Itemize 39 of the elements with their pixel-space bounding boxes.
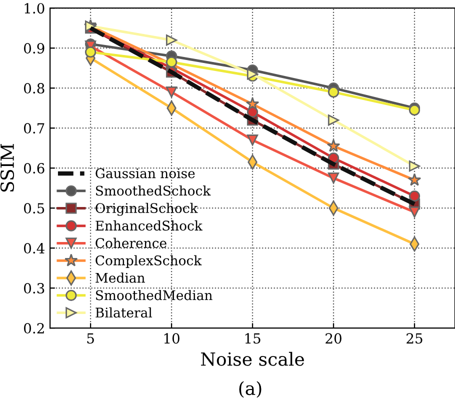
legend-label: ComplexSchock — [96, 255, 202, 268]
text: (a) — [239, 381, 262, 398]
point — [166, 34, 178, 46]
y-tick-label: 0.6 — [24, 163, 44, 174]
legend-label: EnhancedShock — [96, 220, 203, 231]
x-tick-label: 15 — [245, 333, 260, 344]
point — [84, 46, 96, 58]
point — [408, 190, 420, 202]
y-tick-label: 0.2 — [24, 323, 44, 334]
y-tick-label: 0.7 — [24, 123, 44, 134]
x-tick-label: 5 — [87, 333, 94, 344]
legend-label: Coherence — [96, 238, 166, 248]
point — [328, 172, 340, 184]
y-tick-label: 0.4 — [24, 243, 44, 254]
x-tick-label: 25 — [406, 333, 422, 344]
point — [408, 160, 420, 172]
point — [246, 134, 258, 146]
y-tick-label: 0.5 — [24, 203, 44, 214]
point — [326, 139, 340, 152]
legend-label: SmoothedSchock — [96, 185, 211, 196]
point — [166, 86, 178, 98]
legend-label: SmoothedMedian — [96, 290, 212, 300]
point — [328, 114, 340, 126]
point — [408, 206, 420, 218]
legend-label: Median — [96, 272, 145, 283]
point — [246, 97, 260, 110]
y-tick-label: 0.9 — [24, 43, 44, 54]
legend-label: OriginalSchock — [96, 202, 198, 216]
legend-label: Bilateral — [96, 307, 152, 318]
legend-label: Gaussian noise — [96, 168, 195, 178]
point — [328, 86, 340, 98]
point — [408, 173, 422, 186]
y-tick-label: 0.8 — [24, 83, 44, 94]
x-tick-label: 10 — [164, 333, 180, 344]
y-axis-title: SSIM — [0, 144, 14, 192]
x-tick-label: 20 — [326, 333, 342, 344]
y-tick-label: 1.0 — [24, 3, 44, 14]
y-tick-label: 0.3 — [24, 283, 44, 294]
x-axis-title: Noise scale — [201, 352, 304, 366]
